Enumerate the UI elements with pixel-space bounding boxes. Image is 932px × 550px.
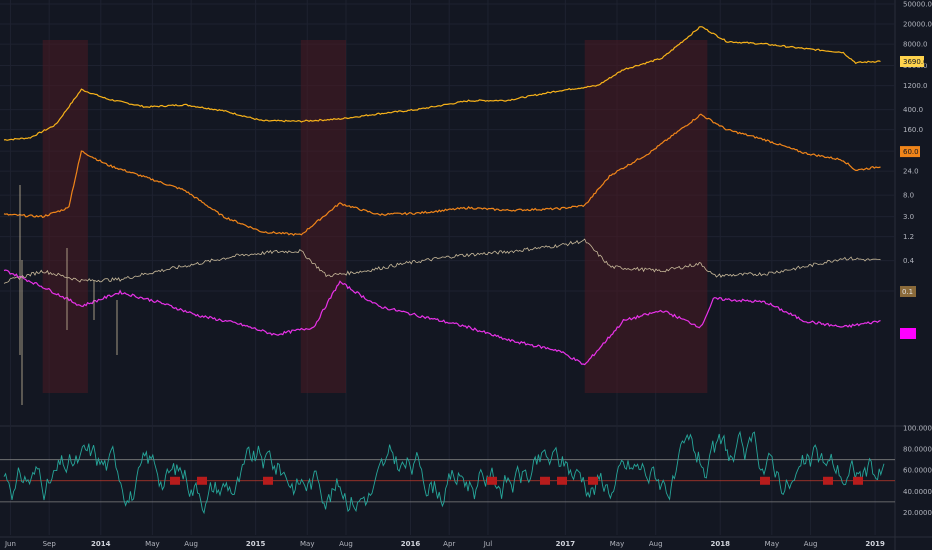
y-tick-label: 1200.0	[903, 82, 928, 90]
x-tick-label: 2016	[401, 540, 421, 548]
x-tick-label: Aug	[184, 540, 198, 548]
y-tick-label: 8000.0	[903, 41, 928, 49]
rsi-tick-label: 60.0000	[903, 467, 932, 475]
rsi-line	[3, 430, 885, 515]
badge-series-2	[900, 286, 916, 297]
x-tick-label: May	[610, 540, 624, 548]
price-badges: 3690.6 60.0 0.1	[900, 56, 928, 339]
x-tick-label: May	[765, 540, 779, 548]
rsi-marker	[588, 476, 598, 485]
x-tick-label: 2015	[246, 540, 266, 548]
x-tick-label: May	[300, 540, 314, 548]
rsi-tick-label: 100.0000	[903, 425, 932, 433]
badge-series-1	[900, 146, 920, 158]
axes: 50000.020000.08000.03000.01200.0400.0160…	[4, 1, 932, 549]
badge-label-1: 60.0	[903, 148, 919, 156]
rsi-marker	[853, 476, 863, 485]
rsi-tick-label: 40.0000	[903, 488, 932, 496]
x-tick-label: May	[145, 540, 159, 548]
y-tick-label: 24.0	[903, 168, 919, 176]
y-tick-label: 50000.0	[903, 1, 932, 9]
rsi-marker	[760, 476, 770, 485]
badge-label-0: 3690.6	[903, 58, 928, 66]
rsi-marker	[197, 476, 207, 485]
rsi-marker	[823, 476, 833, 485]
y-tick-label: 3.0	[903, 213, 914, 221]
x-tick-label: Aug	[649, 540, 663, 548]
rsi-marker	[540, 476, 550, 485]
series-line-2	[3, 238, 881, 284]
y-tick-label: 20000.0	[903, 21, 932, 29]
x-tick-label: Jun	[4, 540, 16, 548]
x-tick-label: Aug	[804, 540, 818, 548]
badge-series-0	[900, 56, 924, 68]
y-tick-label: 160.0	[903, 126, 923, 134]
shaded-regions	[42, 40, 708, 393]
y-tick-label: 1.2	[903, 233, 914, 241]
rsi-marker	[487, 476, 497, 485]
series-line-0	[3, 26, 881, 141]
x-tick-label: Jul	[483, 540, 493, 548]
x-tick-label: Aug	[339, 540, 353, 548]
x-tick-label: 2019	[865, 540, 885, 548]
main-series	[3, 26, 881, 405]
x-tick-label: Sep	[43, 540, 57, 548]
y-tick-label: 400.0	[903, 106, 923, 114]
rsi-tick-label: 20.0000	[903, 509, 932, 517]
shaded-region	[42, 40, 88, 393]
rsi-marker	[170, 476, 180, 485]
badge-series-3	[900, 328, 916, 339]
x-tick-label: 2014	[91, 540, 111, 548]
series-line-1	[3, 113, 881, 237]
badge-label-2: 0.1	[902, 288, 913, 296]
series-line-3	[3, 269, 881, 366]
x-tick-label: 2018	[710, 540, 730, 548]
y-tick-label: 0.4	[903, 257, 915, 265]
x-tick-label: Apr	[443, 540, 455, 548]
shaded-region	[584, 40, 708, 393]
rsi-tick-label: 80.0000	[903, 446, 932, 454]
x-tick-label: 2017	[556, 540, 576, 548]
rsi-marker	[263, 476, 273, 485]
rsi-marker	[557, 476, 567, 485]
oscillator-panel	[0, 430, 895, 515]
y-tick-label: 8.0	[903, 192, 914, 200]
